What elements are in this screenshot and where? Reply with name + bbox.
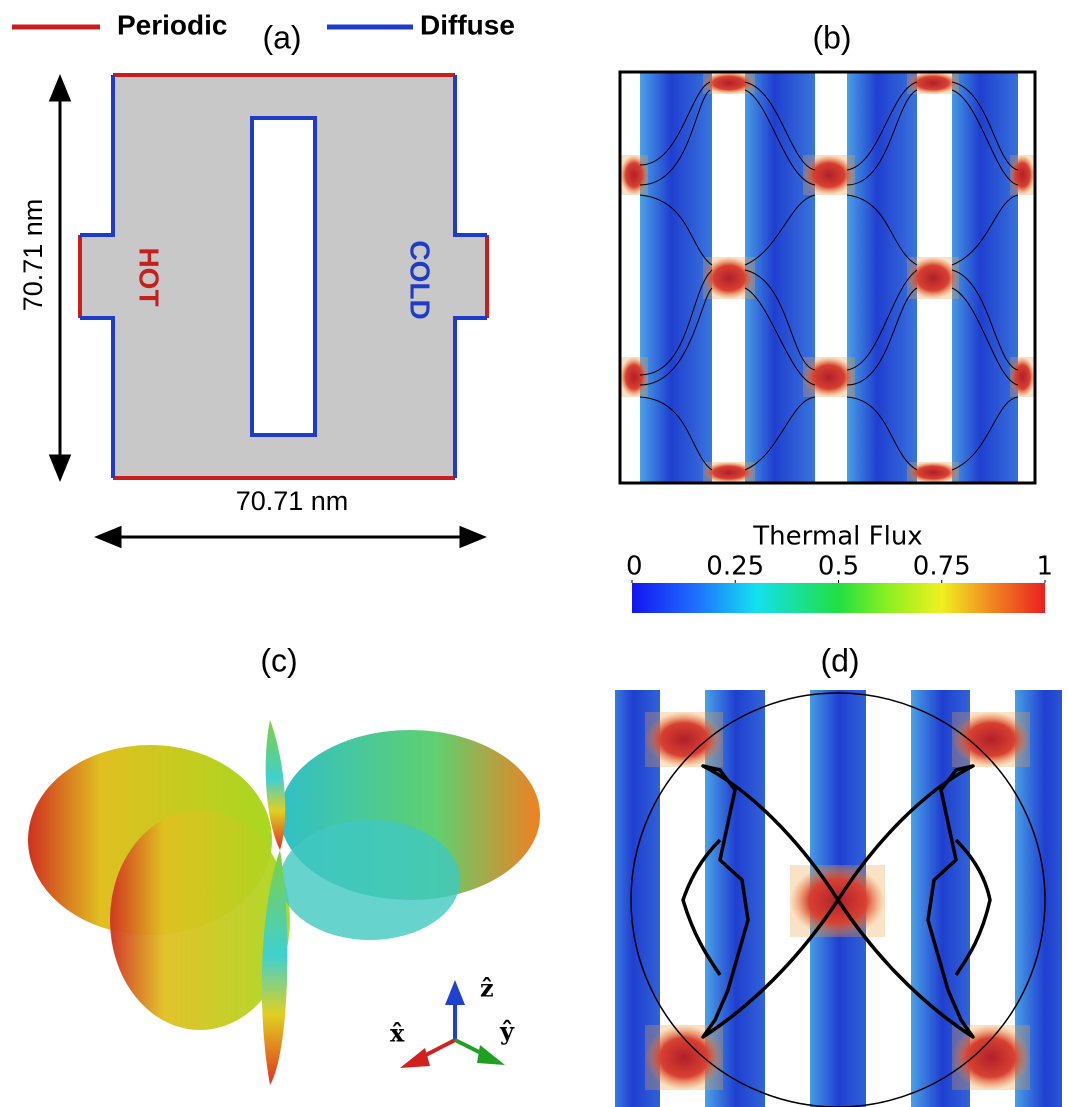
panel-label: (d) xyxy=(820,642,859,678)
flux-map xyxy=(615,690,1062,1107)
panel-label: (c) xyxy=(260,642,297,678)
hot-label: HOT xyxy=(134,247,165,306)
dimension-label: 70.71 nm xyxy=(18,199,48,312)
colorbar-tick-label: 0.25 xyxy=(706,552,764,582)
colorbar-ticks: 0 0.25 0.5 0.75 1 xyxy=(626,552,1053,584)
flux-map xyxy=(620,72,1035,483)
panel-label: (a) xyxy=(262,19,301,55)
legend-label: Periodic xyxy=(117,9,227,40)
colorbar-tick-label: 1 xyxy=(1036,552,1053,582)
colorbar xyxy=(632,583,1045,613)
cold-label: COLD xyxy=(405,240,436,319)
colorbar-tick-label: 0 xyxy=(626,552,643,582)
phonon-distribution xyxy=(28,720,540,1085)
legend-label: Diffuse xyxy=(420,9,515,40)
axis-label: ẑ xyxy=(480,974,494,1003)
colorbar-title: Thermal Flux xyxy=(752,522,922,552)
figure: Periodic Diffuse (a) 70.71 nm 70.71 nm H… xyxy=(0,0,1068,1107)
colorbar-tick-label: 0.5 xyxy=(818,552,859,582)
axis-label: ŷ xyxy=(499,1017,515,1046)
axis-label: x̂ xyxy=(390,1019,405,1048)
colorbar-tick-label: 0.75 xyxy=(913,552,971,582)
dimension-label: 70.71 nm xyxy=(236,486,349,516)
panel-label: (b) xyxy=(812,19,851,55)
